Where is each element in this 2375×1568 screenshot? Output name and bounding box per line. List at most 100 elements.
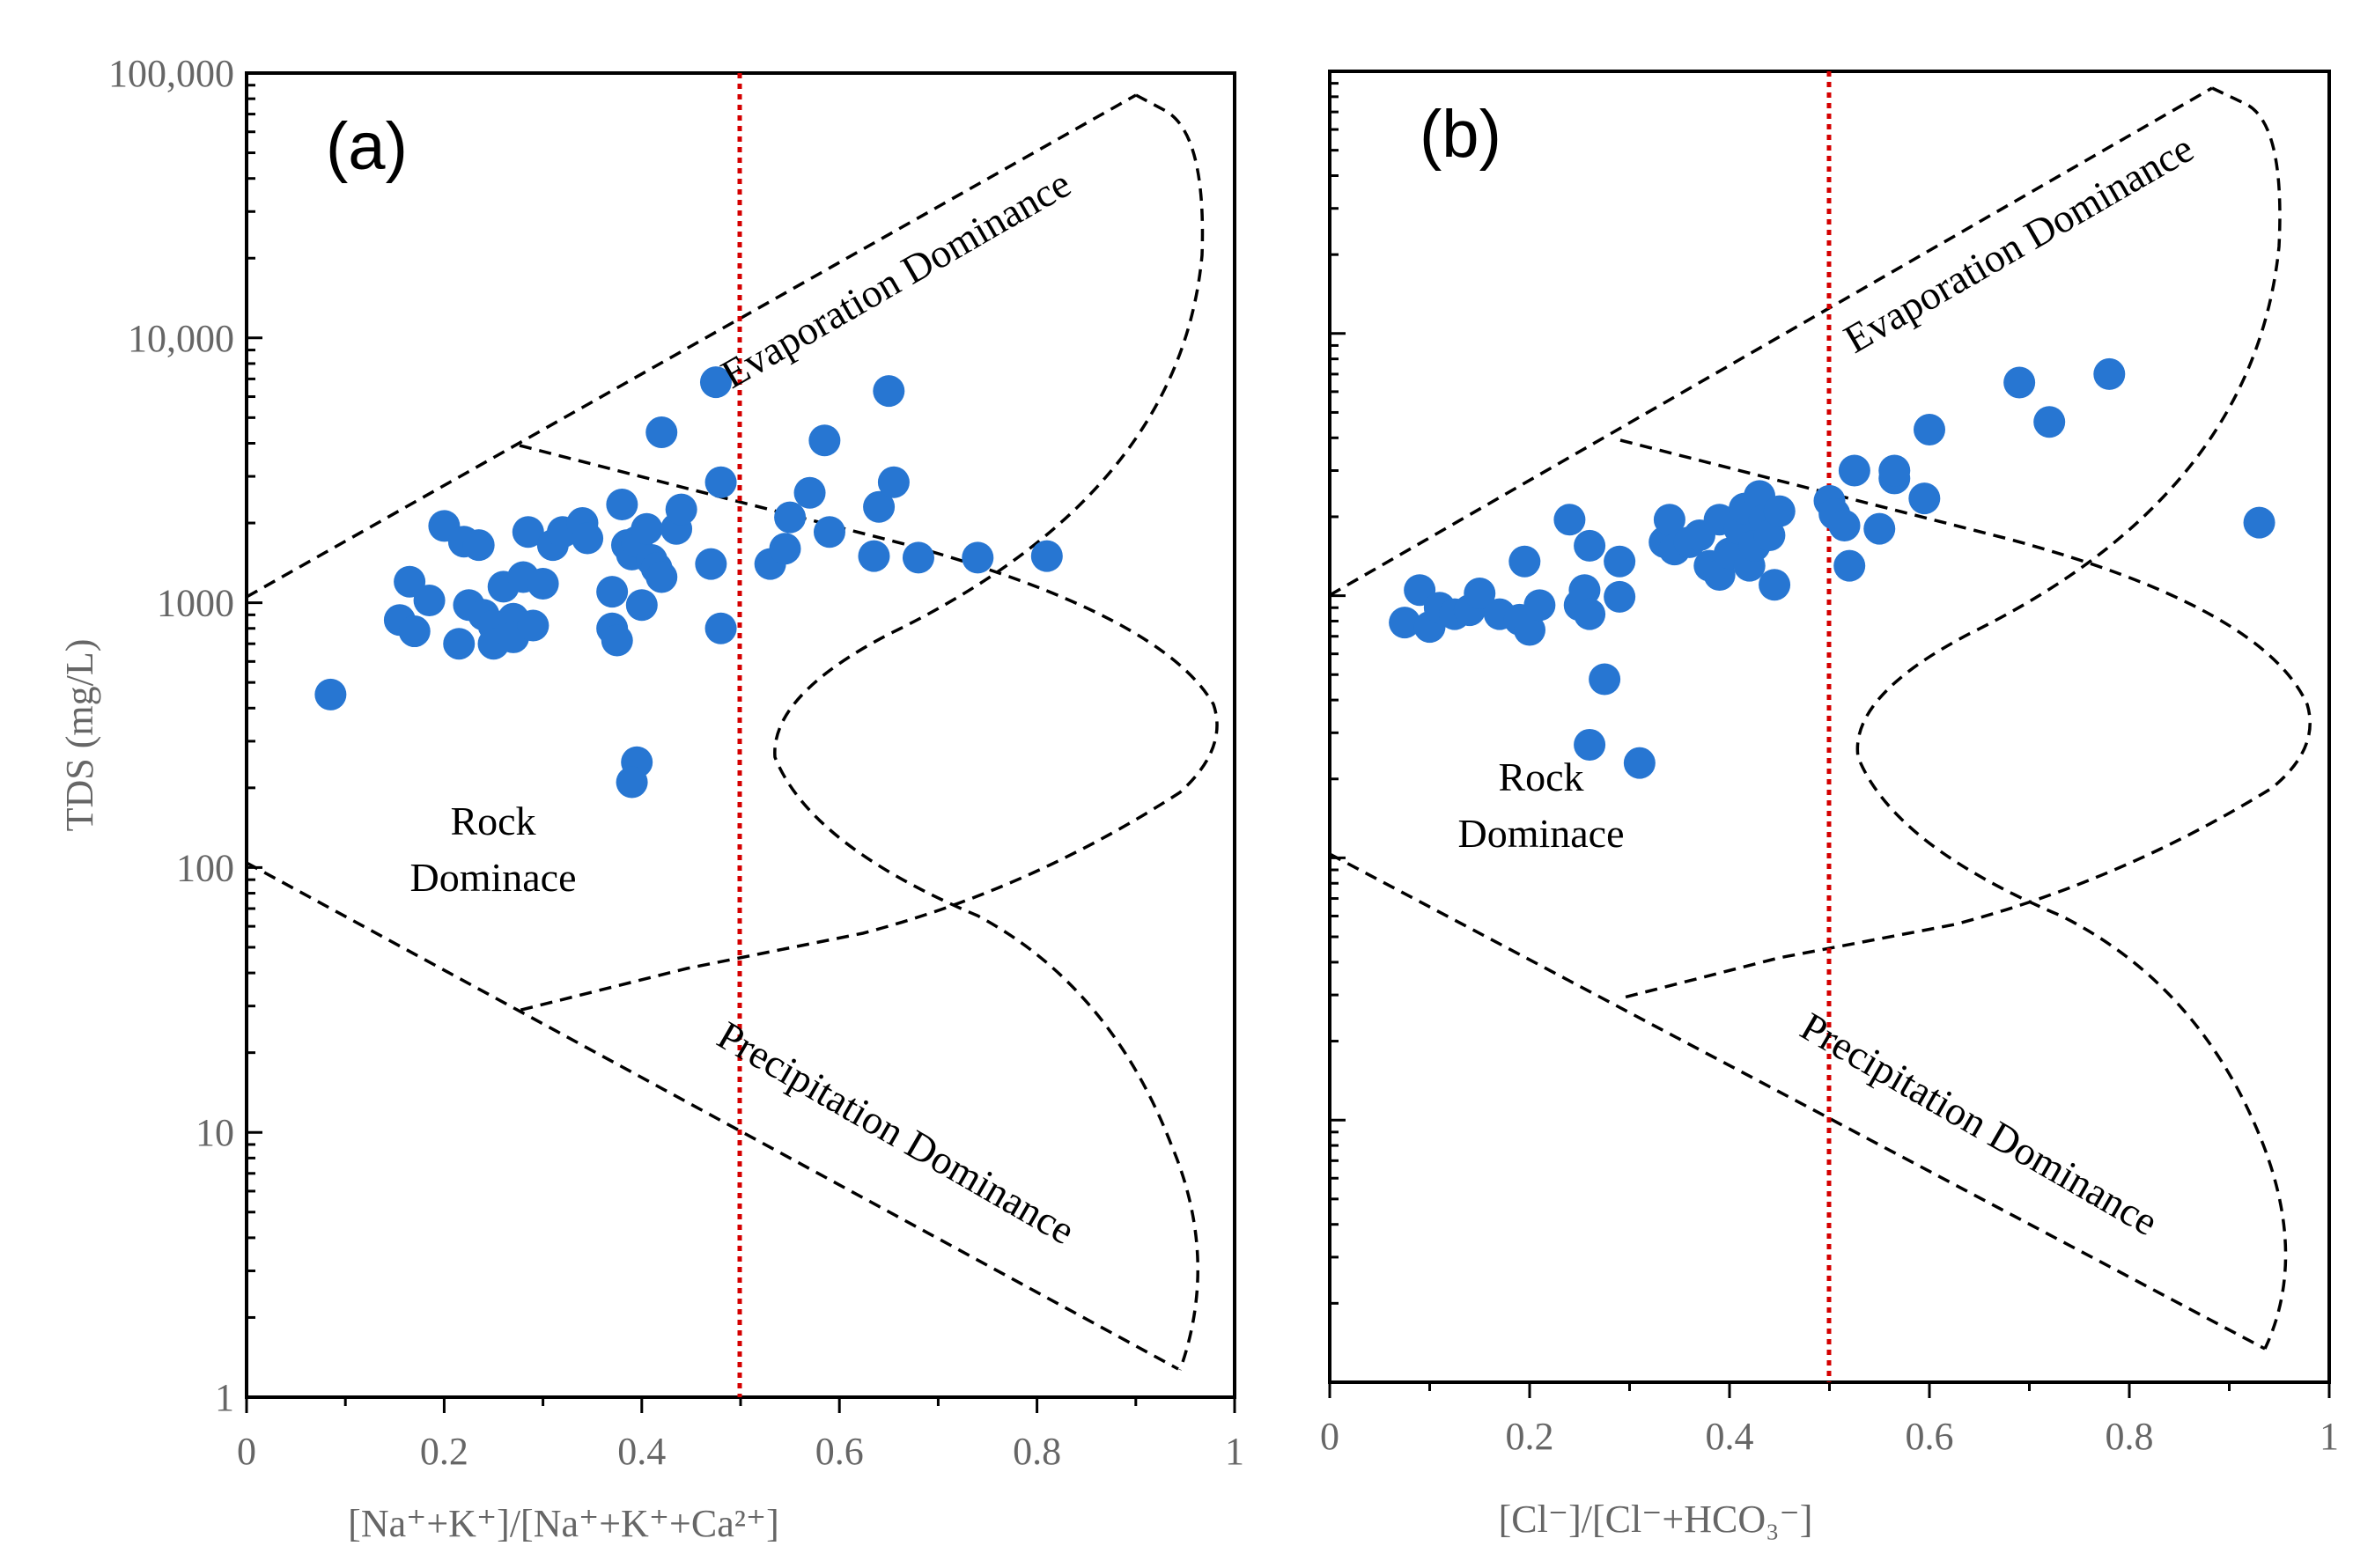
panel-a: 1 10 100 1000 10,000 100,000 0 0.2 0.4 0.6 0.8 1 Ev… <box>58 52 1244 1545</box>
data-point <box>1589 663 1621 696</box>
data-point <box>601 624 633 657</box>
x-tick-label: 0.6 <box>1906 1415 1954 1458</box>
panel-a-dominace-label: Dominace <box>409 855 576 900</box>
data-point <box>2033 406 2066 438</box>
data-point <box>902 541 934 574</box>
data-point <box>1574 529 1606 562</box>
x-tick-label: 1 <box>2320 1415 2339 1458</box>
panel-b-evaporation-upper-line <box>1329 86 2213 597</box>
x-tick-label: 1 <box>1225 1430 1244 1473</box>
y-tick-label: 10 <box>195 1111 234 1154</box>
data-point <box>616 766 648 799</box>
data-point <box>1653 504 1685 536</box>
data-point <box>1828 510 1861 542</box>
data-point <box>863 490 896 523</box>
panel-b: 0 0.2 0.4 0.6 0.8 1 Evaporation Dominance Roc… <box>1320 70 2339 1541</box>
data-point <box>704 612 737 644</box>
data-point <box>1514 614 1545 646</box>
data-point <box>527 567 559 600</box>
data-point <box>1833 549 1866 582</box>
panel-b-x-axis-label: [Cl⁻]/[Cl⁻+HCO₃⁻] <box>1499 1498 1813 1541</box>
data-point <box>1464 578 1496 610</box>
data-point <box>793 476 826 509</box>
panel-a-evaporation-label: Evaporation Dominance <box>713 160 1078 396</box>
data-point <box>398 615 431 648</box>
panel-a-boundaries <box>246 93 1219 1371</box>
data-point <box>1604 545 1636 578</box>
panel-a-outer-loop <box>773 93 1205 1371</box>
data-point <box>1763 495 1796 527</box>
panel-a-y-axis-label: TDS (mg/L) <box>58 639 101 832</box>
panel-b-precipitation-lower-line <box>1329 852 2266 1351</box>
data-point <box>1030 540 1063 572</box>
data-point <box>2003 366 2036 399</box>
data-point <box>1863 512 1896 545</box>
data-point <box>1574 598 1606 630</box>
data-point <box>1753 519 1786 551</box>
data-point <box>695 548 727 580</box>
data-point <box>2093 357 2126 390</box>
panel-a-evaporation-upper-line <box>246 93 1137 599</box>
panel-b-mixing-upper-line <box>1619 438 2312 1000</box>
data-point <box>413 585 446 617</box>
data-point <box>1568 574 1601 607</box>
data-point <box>596 576 629 608</box>
panel-b-rock-label: Rock <box>1498 755 1583 799</box>
panel-b-evaporation-label: Evaporation Dominance <box>1836 125 2201 361</box>
data-point <box>704 466 737 498</box>
panel-a-ticks: 1 10 100 1000 10,000 100,000 0 0.2 0.4 0.6 0.8 1 <box>108 52 1244 1473</box>
data-point <box>962 541 994 574</box>
data-point <box>1604 580 1636 613</box>
panel-a-plot-frame <box>245 71 1236 1399</box>
x-tick-label: 0 <box>237 1430 256 1473</box>
x-tick-label: 0.6 <box>815 1430 864 1473</box>
data-point <box>462 529 495 562</box>
data-point <box>645 416 678 449</box>
data-point <box>1523 589 1556 622</box>
panel-b-dominace-label: Dominace <box>1457 811 1624 856</box>
panel-b-outer-loop <box>1855 86 2288 1350</box>
y-tick-label: 10,000 <box>128 317 234 360</box>
x-tick-label: 0.2 <box>1506 1415 1554 1458</box>
data-point <box>645 561 678 593</box>
data-point <box>873 375 905 408</box>
data-point <box>858 540 890 572</box>
data-point <box>512 516 544 548</box>
data-point <box>2243 506 2275 539</box>
data-point <box>1878 454 1911 487</box>
data-point <box>665 493 697 526</box>
data-point <box>808 424 841 457</box>
data-point <box>1508 545 1541 578</box>
data-point <box>1838 454 1870 487</box>
data-point <box>1389 607 1421 639</box>
panel-b-label: (b) <box>1420 97 1501 172</box>
data-point <box>769 533 801 565</box>
panel-a-label: (a) <box>326 109 408 184</box>
data-point <box>572 522 604 555</box>
data-point <box>699 366 732 399</box>
panel-a-precipitation-lower-line <box>246 861 1179 1371</box>
data-point <box>606 488 638 520</box>
data-point <box>517 609 549 642</box>
panel-b-points <box>1389 357 2275 779</box>
y-tick-label: 100,000 <box>108 52 234 95</box>
data-point <box>1914 413 1945 445</box>
data-point <box>625 589 658 622</box>
x-tick-label: 0.8 <box>1013 1430 1061 1473</box>
data-point <box>813 516 845 548</box>
data-point <box>314 678 347 710</box>
data-point <box>1574 728 1606 761</box>
data-point <box>443 628 476 660</box>
panel-a-rock-label: Rock <box>450 799 535 843</box>
data-point <box>877 466 910 498</box>
data-point <box>774 501 807 534</box>
data-point <box>1623 747 1656 779</box>
x-tick-label: 0.8 <box>2106 1415 2154 1458</box>
y-tick-label: 100 <box>176 846 234 889</box>
x-tick-label: 0.4 <box>617 1430 666 1473</box>
panel-b-precipitation-label: Precipitation Dominance <box>1793 1004 2165 1244</box>
data-point <box>1759 569 1791 601</box>
panel-a-mixing-upper-line <box>517 444 1219 1012</box>
panel-b-boundaries <box>1329 86 2312 1351</box>
